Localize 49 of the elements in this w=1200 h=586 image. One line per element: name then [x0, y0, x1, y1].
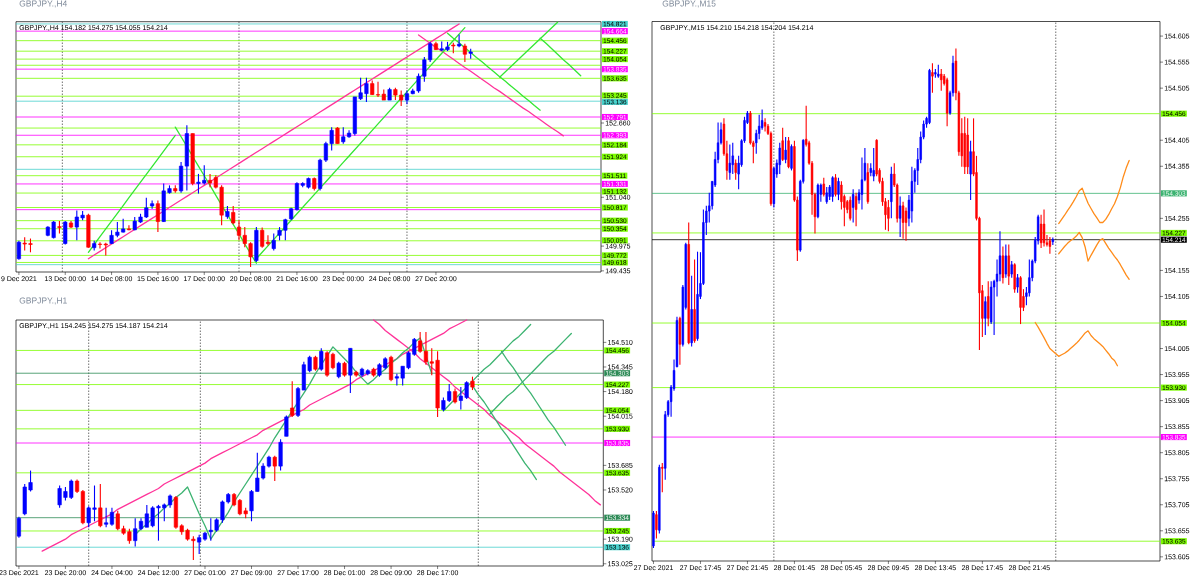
- candlestick: [325, 350, 330, 378]
- candlestick: [849, 195, 852, 221]
- candlestick: [734, 158, 737, 181]
- candlestick: [728, 143, 731, 181]
- candlestick: [652, 510, 655, 549]
- candlestick: [290, 380, 295, 418]
- candlestick: [1042, 208, 1046, 248]
- candlestick: [126, 224, 131, 231]
- candlestick: [887, 199, 890, 232]
- candlestick: [928, 68, 931, 125]
- line-series: [1058, 231, 1130, 280]
- candlestick: [155, 199, 160, 233]
- candlestick: [790, 143, 793, 171]
- candlestick: [284, 414, 289, 437]
- chart-title: GBPJPY.,H1: [19, 297, 67, 305]
- candlestick: [208, 517, 213, 542]
- candlestick: [904, 206, 908, 242]
- candlestick: [763, 117, 767, 132]
- candlestick: [457, 33, 462, 48]
- candlestick: [319, 347, 324, 372]
- candlestick: [834, 173, 837, 198]
- candlestick: [851, 188, 855, 224]
- candlestick: [655, 510, 658, 540]
- candlestick: [16, 516, 21, 539]
- candlestick: [462, 43, 467, 63]
- candlestick: [781, 127, 784, 162]
- candlestick: [984, 295, 987, 336]
- candlestick: [115, 510, 120, 531]
- candlestick: [822, 177, 825, 198]
- candlestick: [854, 192, 858, 227]
- candlestick: [249, 489, 254, 522]
- candlestick: [98, 483, 103, 528]
- candlestick: [16, 240, 21, 261]
- candlestick: [784, 136, 787, 164]
- candlestick: [837, 177, 840, 201]
- line-series: [1058, 159, 1130, 225]
- candlestick: [778, 142, 781, 175]
- chart-title: GBPJPY.,M15: [662, 0, 716, 8]
- candlestick: [901, 201, 905, 240]
- candlestick: [272, 455, 277, 482]
- candlestick: [969, 140, 972, 201]
- chart-title: GBPJPY.,H4: [19, 0, 67, 8]
- candlestick: [1016, 273, 1019, 294]
- candlestick: [1007, 243, 1010, 286]
- candlestick: [278, 438, 283, 472]
- candlestick: [150, 199, 155, 210]
- candlestick: [389, 355, 394, 382]
- candlestick: [248, 241, 253, 268]
- candlestick: [661, 462, 664, 493]
